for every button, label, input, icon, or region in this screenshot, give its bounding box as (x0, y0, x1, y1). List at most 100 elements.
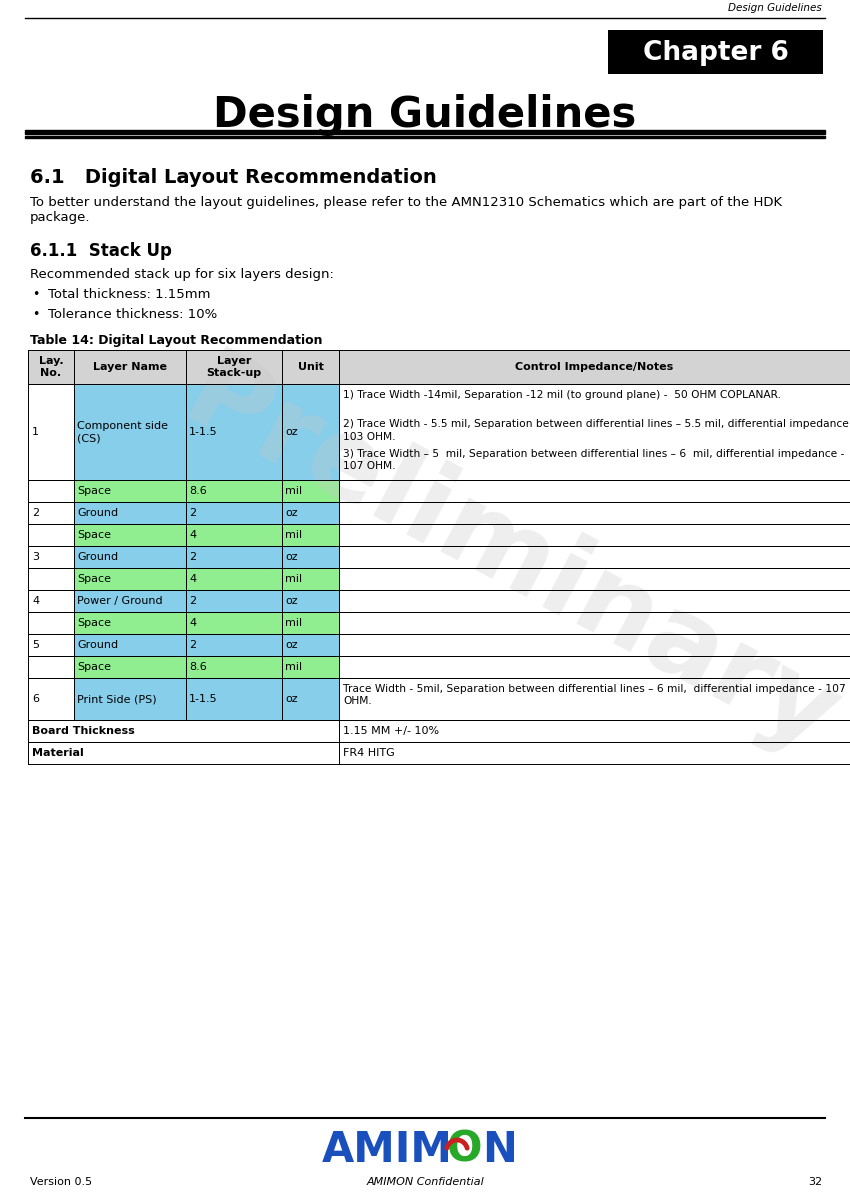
Bar (282, 656, 339, 678)
Text: Space: Space (77, 575, 111, 584)
Text: 4: 4 (189, 530, 196, 540)
Text: •: • (32, 288, 39, 300)
Bar (282, 678, 339, 721)
Text: Power / Ground: Power / Ground (77, 596, 162, 606)
Text: 8.6: 8.6 (189, 486, 207, 496)
Text: 2: 2 (189, 508, 196, 518)
Bar (608, 30, 823, 74)
Text: 1-1.5: 1-1.5 (189, 694, 218, 704)
Text: oz: oz (285, 596, 297, 606)
Bar (74, 546, 186, 569)
Bar (25, 136, 825, 138)
Text: Space: Space (77, 530, 111, 540)
Bar (339, 384, 850, 480)
Bar (186, 384, 282, 480)
Bar (339, 480, 850, 502)
Text: oz: oz (285, 640, 297, 650)
Bar (28, 569, 74, 590)
Text: oz: oz (285, 552, 297, 563)
Text: O: O (447, 1129, 483, 1171)
Bar (28, 634, 74, 656)
Text: Space: Space (77, 486, 111, 496)
Bar (25, 130, 825, 134)
Bar (28, 678, 74, 721)
Bar (339, 612, 850, 634)
Bar (186, 678, 282, 721)
Bar (282, 524, 339, 546)
Text: oz: oz (285, 427, 297, 437)
Text: Board Thickness: Board Thickness (32, 727, 135, 736)
Bar (186, 569, 282, 590)
Text: AMIM: AMIM (322, 1129, 453, 1171)
Text: 6: 6 (32, 694, 39, 704)
Text: Space: Space (77, 618, 111, 628)
Bar (28, 590, 74, 612)
Bar (282, 480, 339, 502)
Text: 6.1   Digital Layout Recommendation: 6.1 Digital Layout Recommendation (30, 168, 437, 187)
Bar (74, 524, 186, 546)
Bar (74, 480, 186, 502)
Bar (28, 350, 850, 384)
Text: 1-1.5: 1-1.5 (189, 427, 218, 437)
Text: Total thickness: 1.15mm: Total thickness: 1.15mm (48, 288, 211, 300)
Bar (28, 742, 850, 764)
Text: mil: mil (285, 662, 302, 672)
Text: Lay.
No.: Lay. No. (39, 356, 63, 378)
Text: 1.15 MM +/- 10%: 1.15 MM +/- 10% (343, 727, 439, 736)
Text: FR4 HITG: FR4 HITG (343, 748, 394, 758)
Bar (28, 612, 74, 634)
Bar (186, 634, 282, 656)
Text: 3) Trace Width – 5  mil, Separation between differential lines – 6  mil, differe: 3) Trace Width – 5 mil, Separation betwe… (343, 449, 845, 472)
Bar (339, 569, 850, 590)
Text: Design Guidelines: Design Guidelines (213, 95, 637, 136)
Text: Tolerance thickness: 10%: Tolerance thickness: 10% (48, 308, 218, 321)
Bar (28, 524, 74, 546)
Text: Chapter 6: Chapter 6 (643, 40, 789, 66)
Text: oz: oz (285, 508, 297, 518)
Bar (339, 656, 850, 678)
Text: 2: 2 (32, 508, 39, 518)
Bar (74, 502, 186, 524)
Bar (282, 634, 339, 656)
Text: 3: 3 (32, 552, 39, 563)
Bar (74, 384, 186, 480)
Text: oz: oz (285, 694, 297, 704)
Bar (74, 656, 186, 678)
Text: 4: 4 (32, 596, 39, 606)
Text: 8.6: 8.6 (189, 662, 207, 672)
Text: Recommended stack up for six layers design:: Recommended stack up for six layers desi… (30, 268, 334, 281)
Text: Component side
(CS): Component side (CS) (77, 421, 168, 443)
Bar (339, 502, 850, 524)
Text: AMIMON Confidential: AMIMON Confidential (366, 1177, 484, 1187)
Text: Trace Width - 5mil, Separation between differential lines – 6 mil,  differential: Trace Width - 5mil, Separation between d… (343, 683, 846, 706)
Text: Preliminary: Preliminary (166, 342, 850, 778)
Bar (28, 480, 74, 502)
Text: 2: 2 (189, 552, 196, 563)
Bar (339, 590, 850, 612)
Bar (74, 634, 186, 656)
Text: 2) Trace Width - 5.5 mil, Separation between differential lines – 5.5 mil, diffe: 2) Trace Width - 5.5 mil, Separation bet… (343, 419, 850, 442)
Text: mil: mil (285, 530, 302, 540)
Bar (186, 524, 282, 546)
Bar (339, 678, 850, 721)
Text: Layer Name: Layer Name (93, 361, 167, 372)
Text: mil: mil (285, 618, 302, 628)
Text: 1) Trace Width -14mil, Separation -12 mil (to ground plane) -  50 OHM COPLANAR.: 1) Trace Width -14mil, Separation -12 mi… (343, 390, 781, 400)
Bar (186, 656, 282, 678)
Text: N: N (482, 1129, 517, 1171)
Text: 2: 2 (189, 640, 196, 650)
Text: 2: 2 (189, 596, 196, 606)
Bar (186, 612, 282, 634)
Bar (74, 590, 186, 612)
Bar (282, 569, 339, 590)
Bar (186, 546, 282, 569)
Bar (282, 590, 339, 612)
Text: Ground: Ground (77, 508, 118, 518)
Bar (74, 569, 186, 590)
Text: Table 14: Digital Layout Recommendation: Table 14: Digital Layout Recommendation (30, 334, 322, 347)
Bar (339, 634, 850, 656)
Bar (282, 546, 339, 569)
Text: Unit: Unit (298, 361, 324, 372)
Text: Print Side (PS): Print Side (PS) (77, 694, 156, 704)
Text: Space: Space (77, 662, 111, 672)
